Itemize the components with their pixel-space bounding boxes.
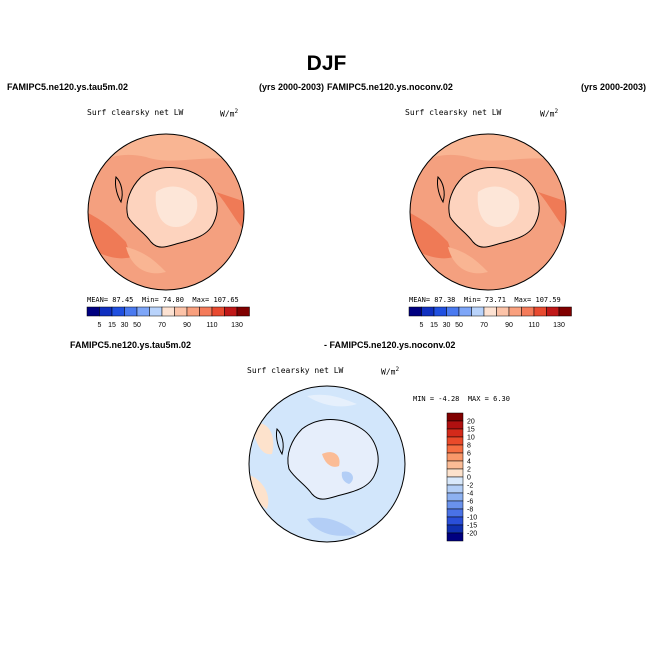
panel1-colorbar-swatch <box>86 306 100 317</box>
right-years-label: (yrs 2000-2003) <box>581 82 647 92</box>
panel2-colorbar-tick-label: 110 <box>528 322 539 329</box>
panel3-colorbar-swatch <box>446 524 464 534</box>
panel2-map <box>409 133 567 291</box>
diff-header-left: FAMIPC5.ne120.ys.tau5m.02 <box>70 340 192 350</box>
panel1-colorbar-swatch <box>174 306 188 317</box>
panel3-colorbar-swatch <box>446 492 464 502</box>
panel3-colorbar-swatch <box>446 468 464 478</box>
panel3-colorbar-tick-label: 0 <box>467 475 471 482</box>
panel3-colorbar-swatch <box>446 508 464 518</box>
panel3-colorbar-tick-label: 4 <box>467 459 471 466</box>
panel3-colorbar-tick-label: 10 <box>467 435 475 442</box>
panel2-colorbar-tick-label: 70 <box>480 322 488 329</box>
diff-header-right: - FAMIPC5.ne120.ys.noconv.02 <box>324 340 456 350</box>
panel1-colorbar-tick-label: 130 <box>231 322 243 329</box>
panel2-colorbar-tick-label: 30 <box>443 322 451 329</box>
panel3-colorbar-swatch <box>446 436 464 446</box>
panel3-colorbar-tick-label: 6 <box>467 451 471 458</box>
panel2-units: W/m2 <box>540 108 559 119</box>
panel1-units: W/m2 <box>220 108 239 119</box>
panel1-map <box>87 133 245 291</box>
panel3-colorbar-tick-label: 15 <box>467 427 475 434</box>
panel2-colorbar-swatch <box>483 306 497 317</box>
panel3-colorbar-tick-label: -6 <box>467 499 473 506</box>
panel3-colorbar-tick-label: -8 <box>467 507 473 514</box>
panel1-colorbar-swatch <box>199 306 213 317</box>
right-case-header: FAMIPC5.ne120.ys.noconv.02 <box>327 82 453 92</box>
left-years-label: (yrs 2000-2003) <box>259 82 325 92</box>
panel3-colorbar-swatch <box>446 460 464 470</box>
panel1-colorbar-tick-label: 70 <box>158 322 166 329</box>
panel3-colorbar-tick-label: -4 <box>467 491 473 498</box>
panel1-colorbar-swatch <box>111 306 125 317</box>
panel2-colorbar-swatch <box>421 306 435 317</box>
panel2-colorbar-swatch <box>508 306 522 317</box>
panel1-colorbar: 5 15 30 50 70 90 110 130 <box>86 306 250 329</box>
panel1-colorbar-tick-label: 15 <box>108 322 116 329</box>
panel2-colorbar-swatch <box>533 306 547 317</box>
panel2-colorbar-tick-label: 50 <box>455 322 463 329</box>
panel3-title: Surf clearsky net LW <box>247 366 344 375</box>
panel3-colorbar-tick-label: -20 <box>467 531 477 538</box>
panel3-colorbar-swatch <box>446 484 464 494</box>
panel3-colorbar-swatch <box>446 444 464 454</box>
panel1-colorbar-tick-label: 110 <box>206 322 217 329</box>
panel3-colorbar-swatch <box>446 532 464 542</box>
panel3-colorbar-swatch <box>446 412 464 422</box>
panel1-colorbar-swatch <box>186 306 200 317</box>
panel1-colorbar-tick-label: 30 <box>121 322 129 329</box>
panel3-colorbar-swatch <box>446 516 464 526</box>
panel1-title: Surf clearsky net LW <box>87 108 184 117</box>
panel2-colorbar-tick-label: 15 <box>430 322 438 329</box>
panel2-colorbar: 5 15 30 50 70 90 110 130 <box>408 306 572 329</box>
panel3-colorbar-swatch <box>446 428 464 438</box>
panel1-colorbar-swatch <box>99 306 113 317</box>
panel2-colorbar-tick-label: 5 <box>420 322 424 329</box>
panel2-colorbar-swatch <box>471 306 485 317</box>
panel3-colorbar-tick-label: 8 <box>467 443 471 450</box>
panel1-stats: MEAN= 87.45 Min= 74.80 Max= 107.65 <box>87 296 239 304</box>
panel3-colorbar-swatch <box>446 420 464 430</box>
panel2-colorbar-swatch <box>408 306 422 317</box>
panel3-stats: MIN = -4.28 MAX = 6.30 <box>413 395 510 403</box>
panel3-colorbar-tick-label: -2 <box>467 483 473 490</box>
panel2-colorbar-tick-label: 90 <box>505 322 513 329</box>
panel3-colorbar-swatch <box>446 452 464 462</box>
panel2-colorbar-swatch <box>546 306 560 317</box>
panel3-colorbar-swatch <box>446 476 464 486</box>
panel1-colorbar-swatch <box>136 306 150 317</box>
panel3-map <box>248 385 406 543</box>
left-case-header: FAMIPC5.ne120.ys.tau5m.02 <box>7 82 129 92</box>
panel1-colorbar-swatch <box>211 306 225 317</box>
panel1-colorbar-swatch <box>149 306 163 317</box>
panel3-colorbar-tick-label: 20 <box>467 419 475 426</box>
panel1-colorbar-tick-label: 5 <box>98 322 102 329</box>
panel2-stats: MEAN= 87.38 Min= 73.71 Max= 107.59 <box>409 296 561 304</box>
panel2-colorbar-swatch <box>446 306 460 317</box>
panel2-colorbar-swatch <box>521 306 535 317</box>
panel1-colorbar-swatch <box>224 306 238 317</box>
panel3-units: W/m2 <box>381 366 400 377</box>
panel1-colorbar-swatch <box>236 306 250 317</box>
panel2-colorbar-swatch <box>496 306 510 317</box>
panel2-colorbar-tick-label: 130 <box>553 322 565 329</box>
panel1-colorbar-swatch <box>161 306 175 317</box>
panel1-colorbar-swatch <box>124 306 138 317</box>
panel1-colorbar-tick-label: 90 <box>183 322 191 329</box>
panel2-title: Surf clearsky net LW <box>405 108 502 117</box>
panel2-colorbar-swatch <box>433 306 447 317</box>
panel2-colorbar-swatch <box>458 306 472 317</box>
panel3-colorbar-swatch <box>446 500 464 510</box>
panel3-colorbar-tick-label: 2 <box>467 467 471 474</box>
panel3-colorbar-tick-label: -15 <box>467 523 477 530</box>
panel1-colorbar-tick-label: 50 <box>133 322 141 329</box>
figure-title: DJF <box>306 52 347 75</box>
panel3-colorbar-tick-label: -10 <box>467 515 477 522</box>
panel2-colorbar-swatch <box>558 306 572 317</box>
